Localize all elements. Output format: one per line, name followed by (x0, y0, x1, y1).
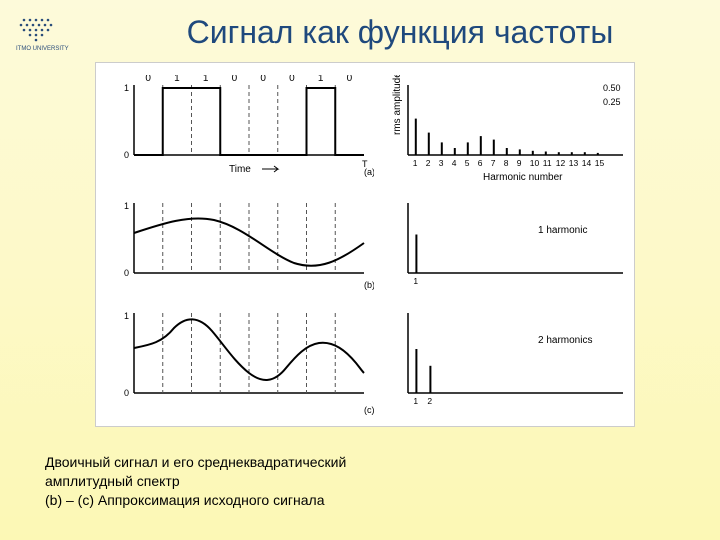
itmo-logo: ITMO UNIVERSITY (14, 14, 84, 52)
spectrum-c-panel: 12 2 harmonics (386, 303, 634, 423)
svg-text:(a): (a) (364, 167, 374, 177)
svg-text:rms amplitude: rms amplitude (392, 75, 403, 135)
svg-text:13: 13 (569, 158, 579, 168)
caption-block: Двоичный сигнал и его среднеквадратическ… (45, 453, 346, 510)
svg-text:1: 1 (413, 276, 418, 286)
svg-text:0: 0 (260, 75, 266, 84)
svg-text:4: 4 (452, 158, 457, 168)
spectrum-b-panel: 1 1 harmonic (386, 193, 634, 298)
svg-text:0: 0 (347, 75, 353, 84)
svg-text:0: 0 (124, 388, 129, 398)
svg-text:14: 14 (582, 158, 592, 168)
svg-text:1: 1 (124, 83, 129, 93)
caption-line-3: (b) – (c) Аппроксимация исходного сигнал… (45, 491, 346, 510)
svg-text:12: 12 (556, 158, 566, 168)
svg-text:6: 6 (478, 158, 483, 168)
svg-text:0: 0 (289, 75, 295, 84)
svg-text:0: 0 (124, 268, 129, 278)
svg-text:(c): (c) (364, 405, 374, 415)
svg-text:0: 0 (145, 75, 151, 84)
svg-text:1: 1 (413, 158, 418, 168)
svg-text:2: 2 (427, 396, 432, 406)
caption-line-1: Двоичный сигнал и его среднеквадратическ… (45, 453, 346, 472)
svg-text:ITMO UNIVERSITY: ITMO UNIVERSITY (16, 46, 69, 52)
svg-text:2 harmonics: 2 harmonics (538, 335, 592, 346)
svg-text:15: 15 (595, 158, 605, 168)
svg-text:1: 1 (318, 75, 324, 84)
signal-c-panel: 1 0 (c) (114, 303, 374, 423)
svg-text:1: 1 (124, 201, 129, 211)
svg-text:11: 11 (543, 158, 552, 168)
svg-text:3: 3 (439, 158, 444, 168)
caption-line-2: амплитудный спектр (45, 472, 346, 491)
svg-text:0: 0 (232, 75, 238, 84)
figure-container: 1 0 01100010 Time T (a) rms amplitude 12… (95, 62, 635, 427)
svg-text:1: 1 (174, 75, 180, 84)
svg-text:0.50: 0.50 (603, 83, 621, 93)
svg-text:8: 8 (504, 158, 509, 168)
page-title: Сигнал как функция частоты (100, 14, 700, 51)
svg-text:Time: Time (229, 164, 251, 175)
svg-text:1: 1 (413, 396, 418, 406)
svg-text:10: 10 (530, 158, 540, 168)
svg-text:1: 1 (203, 75, 209, 84)
svg-text:5: 5 (465, 158, 470, 168)
spectrum-a-panel: rms amplitude 123456789101112131415 0.50… (386, 75, 634, 185)
signal-a-panel: 1 0 01100010 Time T (a) (114, 75, 374, 185)
signal-b-panel: 1 0 (b) (114, 193, 374, 298)
svg-text:0: 0 (124, 150, 129, 160)
svg-text:7: 7 (491, 158, 496, 168)
svg-text:Harmonic number: Harmonic number (483, 172, 563, 183)
svg-text:(b): (b) (364, 280, 374, 290)
svg-text:9: 9 (517, 158, 522, 168)
svg-text:1 harmonic: 1 harmonic (538, 225, 587, 236)
svg-text:0.25: 0.25 (603, 97, 621, 107)
svg-text:1: 1 (124, 311, 129, 321)
svg-text:2: 2 (426, 158, 431, 168)
